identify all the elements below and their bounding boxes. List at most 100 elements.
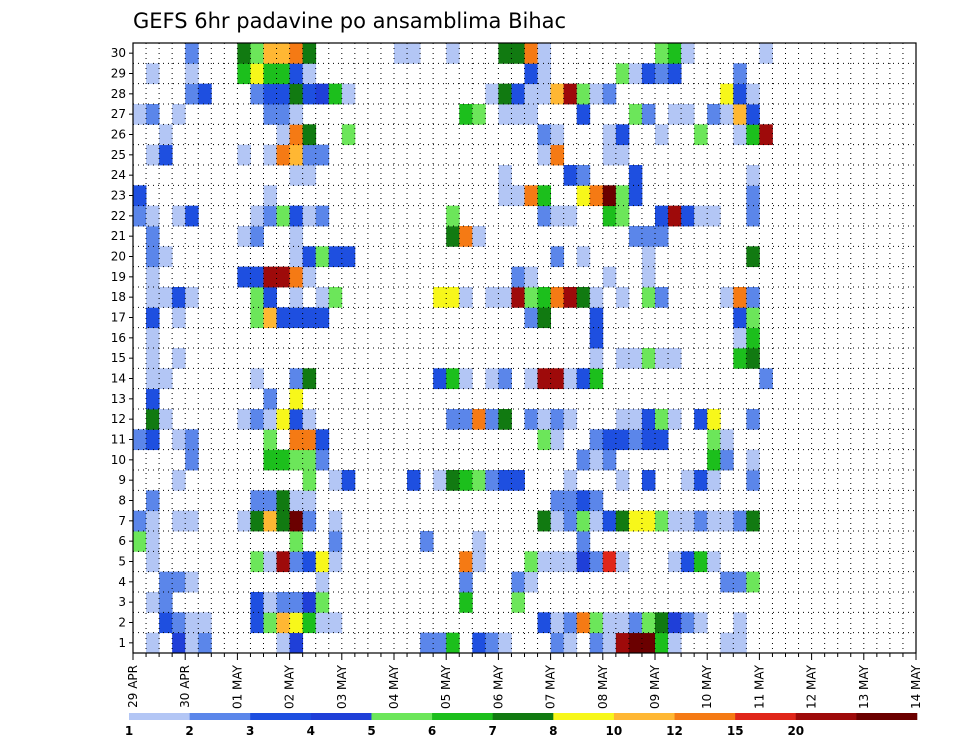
heatmap-cell [250, 592, 264, 613]
heatmap-cell [602, 185, 617, 207]
colorbar-label: 7 [489, 724, 497, 738]
heatmap-cell [276, 266, 290, 288]
heatmap-cell [302, 165, 317, 186]
heatmap-cell [263, 287, 277, 308]
heatmap-cell [563, 551, 578, 573]
heatmap-cell [602, 449, 617, 471]
heatmap-cell [263, 388, 277, 410]
heatmap-cell [289, 429, 304, 451]
y-tick-label: 10 [111, 453, 126, 467]
heatmap-cell [537, 510, 551, 532]
heatmap-cell [563, 490, 578, 512]
heatmap-cell [681, 205, 695, 227]
heatmap-cell [289, 144, 304, 166]
heatmap-cell [602, 83, 617, 105]
heatmap-cell [602, 551, 617, 573]
heatmap-cell [276, 205, 290, 227]
heatmap-cell [720, 287, 734, 308]
heatmap-cell [550, 124, 565, 146]
heatmap-cell [602, 266, 617, 288]
heatmap-cell [576, 246, 591, 268]
heatmap-cell [328, 551, 343, 573]
colorbar-swatch [795, 713, 857, 720]
heatmap-cell [159, 612, 173, 634]
heatmap-cell [681, 551, 695, 573]
heatmap-cell [263, 510, 277, 532]
heatmap-cell [289, 165, 304, 186]
heatmap-cell [537, 612, 551, 634]
heatmap-cell [550, 409, 565, 430]
heatmap-cell [276, 83, 290, 105]
heatmap-cell [159, 144, 173, 166]
heatmap-cell [407, 470, 421, 491]
heatmap-cell [289, 592, 304, 613]
heatmap-cell [576, 368, 591, 390]
heatmap-cell [498, 409, 512, 430]
heatmap-cell [146, 551, 160, 573]
heatmap-cell [641, 429, 656, 451]
heatmap-cell [694, 551, 708, 573]
heatmap-cell [733, 612, 747, 634]
colorbar-label: 6 [428, 724, 436, 738]
y-tick-label: 1 [118, 636, 126, 650]
colorbar-swatch [735, 713, 797, 720]
heatmap-cell [537, 43, 551, 64]
heatmap-cell [511, 470, 525, 491]
heatmap-cell [563, 470, 578, 491]
heatmap-cell [615, 429, 630, 451]
heatmap-cell [524, 83, 538, 105]
heatmap-cell [537, 83, 551, 105]
heatmap-cell [172, 632, 186, 654]
heatmap-cell [237, 226, 251, 247]
heatmap-cell [172, 510, 186, 532]
heatmap-cell [707, 551, 721, 573]
heatmap-cell [289, 226, 304, 247]
heatmap-cell [733, 632, 747, 654]
heatmap-cell [263, 551, 277, 573]
colorbar-label: 2 [185, 724, 193, 738]
heatmap-cell [433, 470, 447, 491]
heatmap-cell [550, 490, 565, 512]
heatmap-cell [733, 348, 747, 369]
colorbar-label: 10 [606, 724, 623, 738]
heatmap-cell [198, 632, 212, 654]
heatmap-cell [615, 551, 630, 573]
heatmap-cell [146, 348, 160, 369]
heatmap-cell [485, 409, 499, 430]
heatmap-cell [563, 165, 578, 186]
heatmap-cell [315, 571, 330, 593]
heatmap-cell [668, 510, 682, 532]
heatmap-cell [511, 104, 525, 125]
y-tick-label: 25 [111, 148, 126, 162]
heatmap-cell [615, 144, 630, 166]
heatmap-cell [185, 429, 199, 451]
heatmap-cell [276, 510, 290, 532]
x-tick-label: 03 MAY [335, 664, 349, 709]
heatmap-cell [707, 449, 721, 471]
heatmap-cell [707, 429, 721, 451]
heatmap-cell [185, 287, 199, 308]
heatmap-cell [655, 287, 669, 308]
heatmap-cell [511, 287, 525, 308]
heatmap-cell [172, 429, 186, 451]
heatmap-cell [746, 409, 760, 430]
heatmap-cell [159, 409, 173, 430]
heatmap-cell [628, 63, 643, 85]
heatmap-cell [759, 124, 773, 146]
heatmap-cell [159, 368, 173, 390]
heatmap-cell [537, 307, 551, 329]
heatmap-cell [655, 409, 669, 430]
heatmap-cell [302, 307, 317, 329]
heatmap-cell [289, 449, 304, 471]
heatmap-cell [628, 104, 643, 125]
heatmap-cell [733, 83, 747, 105]
heatmap-cell [498, 83, 512, 105]
colorbar-swatch [553, 713, 615, 720]
heatmap-cell [563, 287, 578, 308]
heatmap-cell [133, 185, 147, 207]
heatmap-cell [276, 104, 290, 125]
heatmap-cell [315, 307, 330, 329]
heatmap-cell [328, 531, 343, 552]
y-tick-label: 5 [118, 555, 126, 569]
